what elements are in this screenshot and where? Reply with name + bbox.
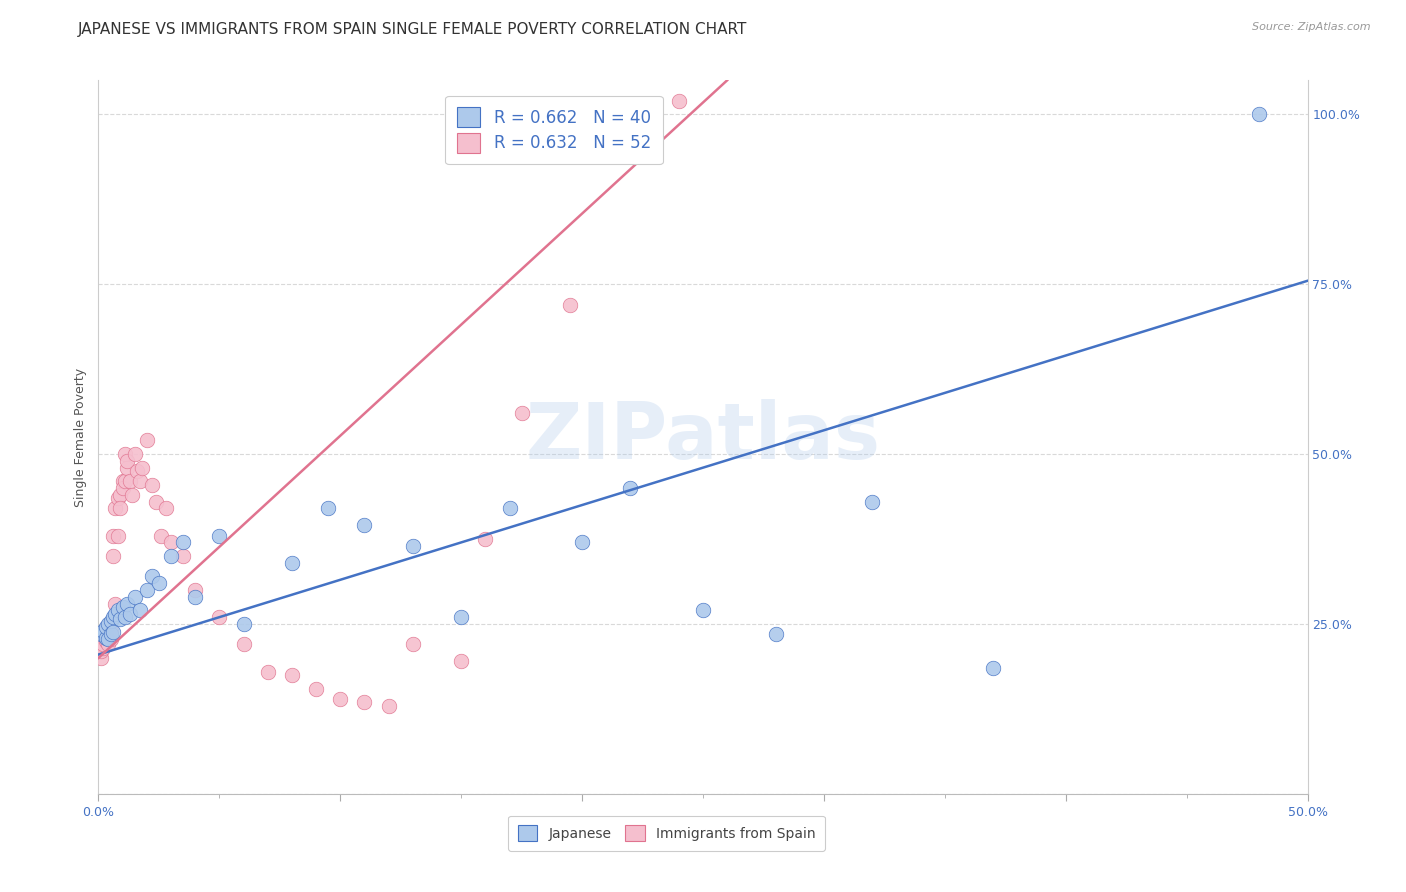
- Point: [402, 637, 425, 651]
- Point: [141, 569, 163, 583]
- Point: [94, 634, 117, 648]
- Point: [558, 297, 581, 311]
- Point: [108, 488, 131, 502]
- Point: [101, 625, 124, 640]
- Point: [510, 406, 533, 420]
- Point: [117, 597, 139, 611]
- Point: [101, 528, 124, 542]
- Point: [145, 494, 167, 508]
- Point: [101, 549, 124, 563]
- Point: [127, 464, 149, 478]
- Point: [981, 661, 1004, 675]
- Point: [571, 535, 593, 549]
- Point: [104, 501, 127, 516]
- Point: [860, 494, 883, 508]
- Legend: Japanese, Immigrants from Spain: Japanese, Immigrants from Spain: [508, 815, 825, 851]
- Point: [114, 447, 136, 461]
- Point: [97, 632, 120, 646]
- Point: [155, 501, 177, 516]
- Point: [94, 631, 117, 645]
- Point: [135, 582, 157, 597]
- Point: [124, 590, 146, 604]
- Point: [450, 610, 472, 624]
- Point: [619, 481, 641, 495]
- Point: [474, 532, 496, 546]
- Text: Source: ZipAtlas.com: Source: ZipAtlas.com: [1253, 22, 1371, 32]
- Point: [305, 681, 328, 696]
- Text: ZIPatlas: ZIPatlas: [526, 399, 880, 475]
- Point: [94, 620, 117, 634]
- Point: [402, 539, 425, 553]
- Point: [121, 488, 143, 502]
- Point: [160, 549, 183, 563]
- Point: [128, 603, 150, 617]
- Point: [100, 614, 122, 628]
- Point: [101, 610, 124, 624]
- Point: [100, 624, 122, 638]
- Point: [208, 528, 231, 542]
- Point: [104, 597, 127, 611]
- Point: [97, 637, 120, 651]
- Point: [160, 535, 183, 549]
- Point: [329, 691, 352, 706]
- Point: [148, 576, 170, 591]
- Point: [668, 94, 690, 108]
- Point: [1249, 107, 1271, 121]
- Point: [94, 631, 117, 645]
- Point: [450, 654, 472, 668]
- Point: [692, 603, 714, 617]
- Point: [104, 607, 127, 621]
- Point: [281, 668, 304, 682]
- Point: [184, 590, 207, 604]
- Point: [100, 627, 122, 641]
- Point: [232, 637, 254, 651]
- Point: [128, 475, 150, 489]
- Point: [90, 651, 112, 665]
- Point: [90, 644, 112, 658]
- Point: [118, 475, 141, 489]
- Point: [281, 556, 304, 570]
- Point: [498, 501, 520, 516]
- Point: [353, 518, 375, 533]
- Point: [135, 434, 157, 448]
- Point: [111, 475, 134, 489]
- Point: [97, 617, 120, 632]
- Point: [131, 460, 153, 475]
- Point: [111, 481, 134, 495]
- Point: [377, 698, 399, 713]
- Point: [141, 477, 163, 491]
- Point: [90, 627, 112, 641]
- Point: [111, 599, 134, 614]
- Point: [150, 528, 173, 542]
- Point: [107, 491, 129, 506]
- Point: [97, 627, 120, 641]
- Point: [100, 632, 122, 646]
- Point: [208, 610, 231, 624]
- Point: [184, 582, 207, 597]
- Point: [91, 637, 114, 651]
- Point: [107, 603, 129, 617]
- Point: [108, 611, 131, 625]
- Point: [108, 501, 131, 516]
- Point: [117, 460, 139, 475]
- Point: [117, 454, 139, 468]
- Y-axis label: Single Female Poverty: Single Female Poverty: [75, 368, 87, 507]
- Point: [353, 695, 375, 709]
- Point: [124, 447, 146, 461]
- Point: [316, 501, 339, 516]
- Point: [765, 627, 787, 641]
- Point: [107, 528, 129, 542]
- Point: [172, 535, 194, 549]
- Point: [91, 624, 114, 638]
- Point: [256, 665, 278, 679]
- Point: [232, 617, 254, 632]
- Point: [91, 640, 114, 655]
- Point: [114, 475, 136, 489]
- Point: [118, 607, 141, 621]
- Point: [172, 549, 194, 563]
- Text: JAPANESE VS IMMIGRANTS FROM SPAIN SINGLE FEMALE POVERTY CORRELATION CHART: JAPANESE VS IMMIGRANTS FROM SPAIN SINGLE…: [77, 22, 747, 37]
- Point: [114, 610, 136, 624]
